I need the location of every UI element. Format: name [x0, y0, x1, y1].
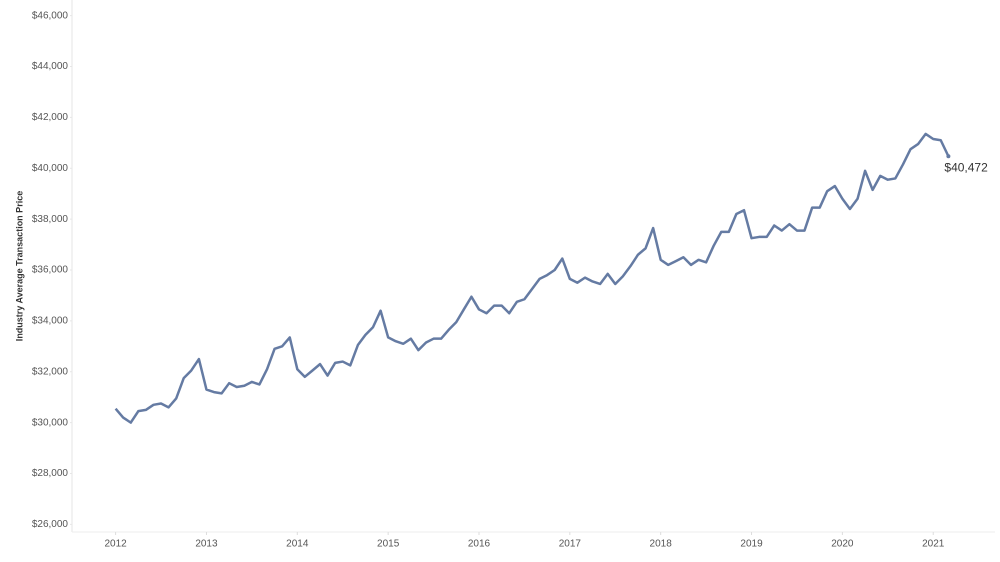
line-series: [114, 132, 950, 424]
x-tick-label: 2012: [104, 539, 127, 550]
y-tick-label: $34,000: [32, 316, 69, 327]
x-tick-label: 2016: [468, 539, 491, 550]
y-tick-label: $32,000: [32, 366, 69, 377]
y-axis-title: Industry Average Transaction Price: [14, 191, 24, 341]
x-tick-label: 2019: [740, 539, 763, 550]
y-tick-label: $30,000: [32, 417, 69, 428]
y-tick-label: $40,000: [32, 163, 69, 174]
end-label: $40,472: [944, 160, 988, 174]
y-tick-label: $38,000: [32, 214, 69, 225]
y-tick-label: $46,000: [32, 10, 69, 21]
x-tick-label: 2013: [195, 539, 218, 550]
x-tick-label: 2018: [650, 539, 673, 550]
y-tick-label: $42,000: [32, 112, 69, 123]
y-tick-label: $36,000: [32, 265, 69, 276]
x-tick-label: 2015: [377, 539, 400, 550]
x-tick-label: 2020: [831, 539, 854, 550]
y-tick-label: $28,000: [32, 468, 69, 479]
x-tick-label: 2014: [286, 539, 309, 550]
y-tick-label: $44,000: [32, 61, 69, 72]
end-point: [946, 154, 951, 159]
x-tick-label: 2021: [922, 539, 945, 550]
x-tick-label: 2017: [559, 539, 582, 550]
y-tick-label: $26,000: [32, 519, 69, 530]
